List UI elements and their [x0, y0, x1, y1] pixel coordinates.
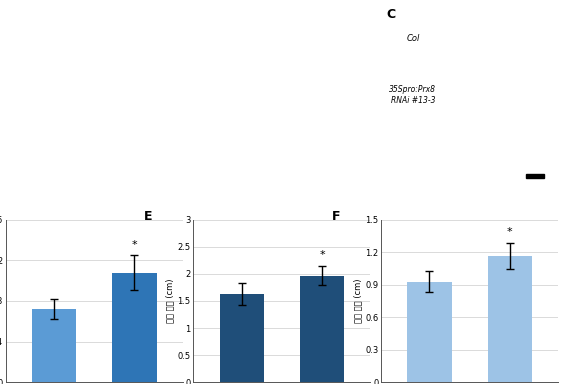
Bar: [407, 281, 452, 382]
Text: *: *: [319, 250, 325, 260]
Text: A: A: [11, 8, 21, 20]
Bar: [300, 276, 344, 382]
Bar: [219, 294, 264, 382]
Text: 35Spro:Prx8 RNAi
#13-3: 35Spro:Prx8 RNAi #13-3: [104, 162, 172, 181]
Text: E: E: [144, 210, 152, 223]
Bar: [32, 309, 76, 382]
Bar: [488, 255, 532, 382]
Text: Col: Col: [236, 172, 250, 181]
Text: Col: Col: [48, 172, 62, 181]
Text: C: C: [387, 8, 396, 20]
Bar: [339, 174, 356, 178]
Text: F: F: [332, 210, 340, 223]
Text: 35Spro:Prx8
RNAi #13-3: 35Spro:Prx8 RNAi #13-3: [389, 85, 436, 104]
Y-axis label: 엽장 길이 (cm): 엽장 길이 (cm): [165, 279, 174, 323]
Text: 35Spro:Prx8 RNAi
#13-3: 35Spro:Prx8 RNAi #13-3: [287, 162, 355, 181]
Text: Col: Col: [406, 34, 420, 43]
Bar: [112, 273, 157, 382]
Text: B: B: [199, 8, 208, 20]
Y-axis label: 엽폭 길이 (cm): 엽폭 길이 (cm): [353, 279, 362, 323]
Text: *: *: [132, 240, 137, 250]
Bar: [151, 174, 168, 178]
Bar: [526, 174, 544, 178]
Text: *: *: [507, 227, 513, 237]
